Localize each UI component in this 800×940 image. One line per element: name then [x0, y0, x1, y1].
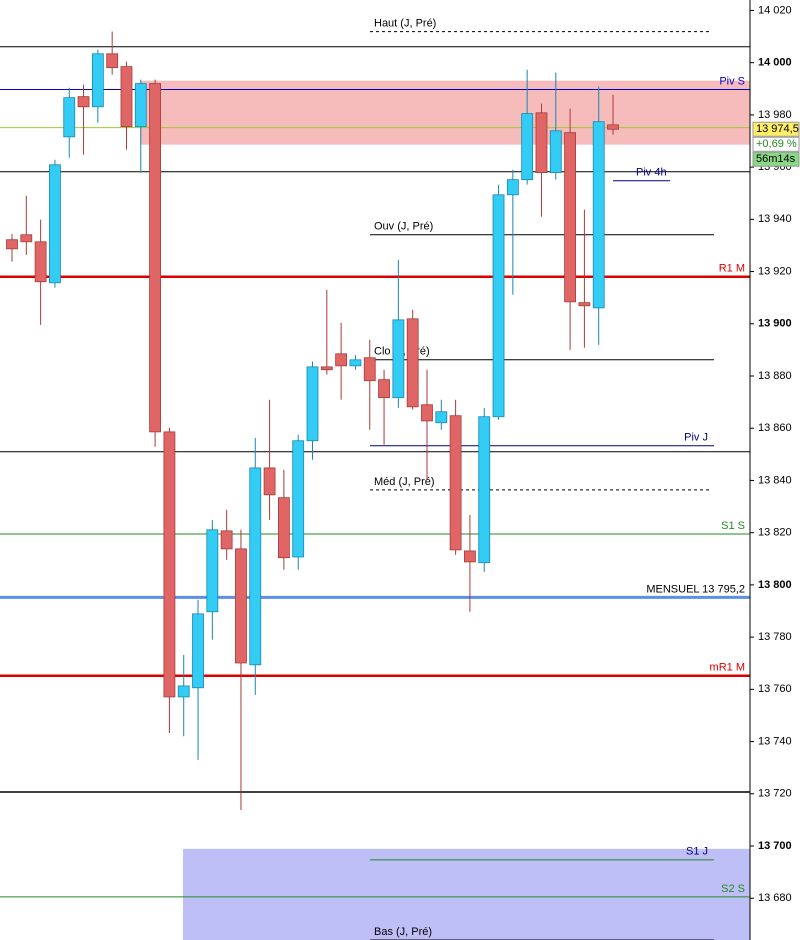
level-label: S1 J: [686, 846, 708, 858]
y-tick-label: 13 900: [758, 318, 792, 330]
candle-body: [134, 83, 147, 128]
change-label: +0,69 %: [756, 138, 797, 150]
candle-body: [535, 112, 548, 173]
candle-body: [449, 415, 462, 551]
level-label: Ouv (J, Pré): [374, 221, 433, 233]
candle-body: [149, 83, 162, 433]
candle-body: [378, 379, 390, 399]
candle-body: [63, 97, 76, 138]
y-tick-label: 13 920: [758, 265, 792, 277]
level-label: S2 S: [721, 883, 745, 895]
level-label: Piv 4h: [636, 167, 667, 179]
y-tick-label: 13 780: [758, 631, 792, 643]
level-label: R1 M: [719, 263, 745, 275]
y-tick-label: 13 820: [758, 527, 792, 539]
y-tick-label: 13 940: [758, 213, 792, 225]
y-tick-label: 14 000: [758, 57, 792, 69]
y-tick-label: 14 020: [758, 4, 792, 16]
candle-body: [163, 431, 176, 698]
candle-body: [521, 113, 534, 181]
level-label: Piv S: [719, 75, 745, 87]
y-tick-label: 13 700: [758, 840, 792, 852]
candle-body: [177, 685, 190, 698]
candle-body: [106, 53, 119, 69]
candle-body: [335, 353, 348, 367]
y-tick-label: 13 720: [758, 788, 792, 800]
y-tick-label: 13 680: [758, 892, 792, 904]
candle-body: [263, 467, 276, 496]
timer-label: 56m14s: [756, 153, 796, 165]
candle-body: [392, 319, 405, 399]
candle-body: [91, 53, 104, 108]
candle-body: [464, 550, 476, 563]
zone: [183, 848, 750, 940]
candle-body: [478, 416, 491, 564]
candle-body: [549, 130, 562, 173]
level-label: MENSUEL 13 795,2: [646, 583, 745, 595]
candle-body: [607, 124, 619, 130]
candle-body: [6, 239, 18, 250]
y-tick-label: 13 880: [758, 370, 792, 382]
candle-body: [406, 318, 419, 408]
y-tick-label: 13 840: [758, 474, 792, 486]
candle-body: [492, 194, 505, 418]
y-tick-label: 13 760: [758, 683, 792, 695]
y-tick-label: 13 980: [758, 109, 792, 121]
level-label: mR1 M: [710, 662, 745, 674]
candle-body: [77, 96, 90, 108]
candle-body: [292, 440, 305, 558]
y-tick-label: 13 740: [758, 735, 792, 747]
y-tick-label: 13 860: [758, 422, 792, 434]
candle-body: [435, 411, 448, 424]
price-tag-label: 13 974,5: [756, 123, 799, 135]
candle-body: [306, 366, 319, 442]
candle-body: [120, 66, 133, 128]
candle-body: [349, 359, 362, 367]
level-label: Méd (J, Pré): [374, 476, 435, 488]
level-label: Piv J: [684, 432, 708, 444]
candle-body: [578, 302, 591, 307]
candle-body: [49, 164, 61, 284]
level-label: Bas (J, Pré): [374, 926, 432, 938]
timer-box: [752, 151, 800, 167]
candle-body: [192, 613, 204, 689]
candle-body: [363, 357, 376, 382]
candle-body: [320, 366, 333, 371]
candle-body: [592, 121, 605, 309]
candle-body: [34, 241, 47, 283]
candle-body: [564, 132, 576, 303]
zone: [140, 80, 750, 145]
candle-body: [421, 404, 433, 422]
candle-body: [277, 497, 290, 559]
price-tag: [752, 121, 800, 137]
level-label: S1 S: [721, 520, 745, 532]
candle-body: [20, 234, 33, 243]
candle-body: [235, 548, 247, 664]
candle-body: [249, 467, 262, 666]
candle-body: [206, 529, 219, 613]
candle-body: [506, 179, 519, 196]
change-box: [752, 136, 800, 152]
candle-body: [220, 530, 233, 550]
y-tick-label: 13 800: [758, 579, 792, 591]
level-label: Haut (J, Pré): [374, 18, 436, 30]
